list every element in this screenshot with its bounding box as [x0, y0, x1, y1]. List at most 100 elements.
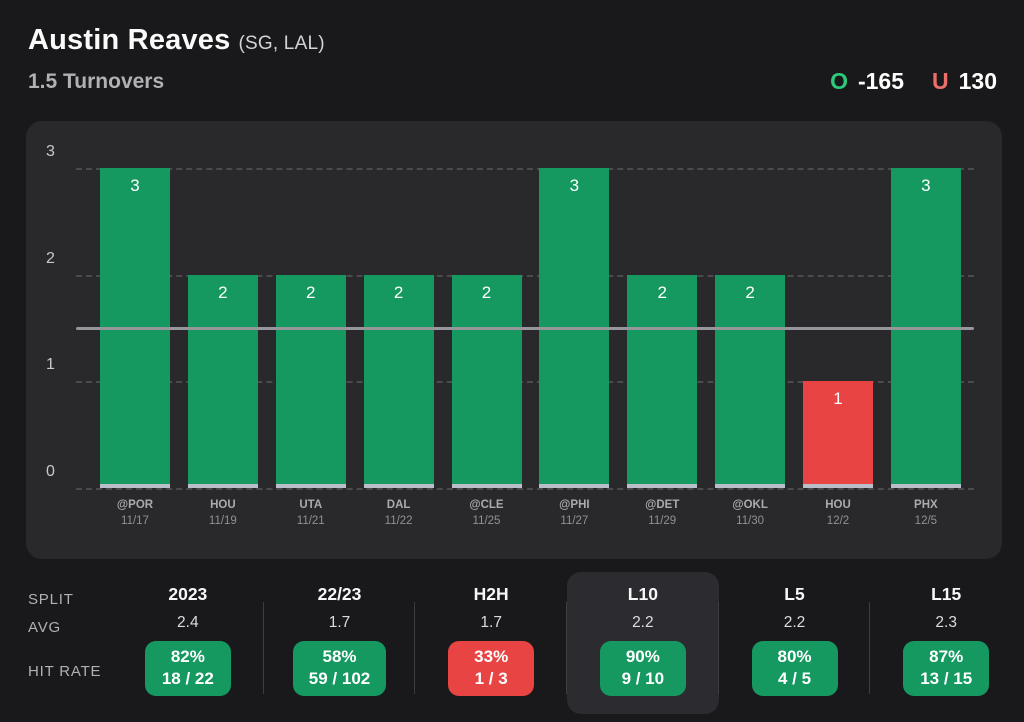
bar-slot-DAL-11-22: 2 DAL 11/22 [363, 168, 434, 527]
bar-slot-at-DET-11-29: 2 @DET 11/29 [627, 168, 698, 527]
gridline-1 [76, 381, 974, 384]
split-label: L10 [627, 583, 658, 604]
hit-rate-pill: 33% 1 / 3 [448, 641, 535, 696]
game-date-label: 12/2 [826, 515, 850, 528]
game-bar[interactable]: 2 [627, 275, 698, 488]
bar-value-label: 2 [657, 283, 667, 302]
bar-value-label: 3 [921, 176, 931, 195]
bar-value-label: 2 [306, 283, 316, 302]
hit-rate-fraction: 9 / 10 [621, 669, 665, 689]
plot-area: 3 @POR 11/17 2 HOU 11/19 2 UTA 11/21 2 DAL 11/22 2 @C… [26, 121, 1002, 559]
hit-rate-pill: 87% 13 / 15 [903, 641, 990, 696]
row-label-avg: AVG [28, 618, 61, 636]
split-avg-value: 1.7 [480, 614, 502, 631]
column-divider [717, 602, 719, 694]
gridline-0 [76, 488, 974, 490]
chart-panel: 3 @POR 11/17 2 HOU 11/19 2 UTA 11/21 2 DAL 11/22 2 @C… [26, 121, 1002, 559]
split-tab-l15[interactable]: L15 2.3 87% 13 / 15 [870, 572, 1022, 714]
hit-rate-percent: 87% [929, 647, 964, 666]
header: Austin Reaves (SG, LAL) 1.5 Turnovers O -… [28, 24, 997, 94]
bar-baseline-strip [275, 484, 346, 488]
opponent-label: @OKL [732, 499, 768, 511]
row-label-hit-rate: HIT RATE [28, 662, 102, 680]
gridline-2 [76, 274, 974, 277]
x-axis-label: @DET 11/29 [645, 497, 679, 529]
player-name: Austin Reaves [28, 24, 231, 56]
x-axis-label: PHX 12/5 [914, 497, 938, 529]
game-bar[interactable]: 2 [451, 275, 522, 488]
split-tab-l10[interactable]: L10 2.2 90% 9 / 10 [567, 572, 719, 714]
game-bar[interactable]: 2 [275, 275, 346, 488]
game-date-label: 11/27 [560, 515, 589, 528]
opponent-label: HOU [210, 499, 236, 511]
under-odds-button[interactable]: U 130 [932, 68, 997, 95]
hit-rate-percent: 80% [777, 647, 812, 666]
game-date-label: 11/22 [384, 515, 413, 528]
bar-slot-HOU-11-19: 2 HOU 11/19 [187, 168, 258, 527]
x-axis-label: @OKL 11/30 [732, 497, 768, 529]
game-bar[interactable]: 2 [187, 275, 258, 488]
over-odds-value: -165 [857, 68, 904, 94]
split-tab-l5[interactable]: L5 2.2 80% 4 / 5 [719, 572, 871, 714]
player-name-line: Austin Reaves (SG, LAL) [28, 24, 997, 57]
splits-section: SPLIT AVG HIT RATE 2023 2.4 82% 18 / 22 22/2… [0, 572, 1022, 714]
split-avg-value: 2.3 [935, 614, 957, 631]
hit-rate-percent: 82% [170, 647, 205, 666]
split-avg-value: 2.2 [783, 614, 806, 631]
game-bar[interactable]: 2 [715, 275, 786, 488]
over-icon: O [830, 68, 848, 94]
bar-baseline-strip [803, 484, 873, 488]
bar-baseline-strip [539, 484, 610, 488]
bar-value-label: 2 [393, 283, 404, 302]
x-axis-label: @POR 11/17 [117, 497, 153, 529]
game-date-label: 11/30 [736, 515, 765, 528]
x-axis-label: @CLE 11/25 [469, 497, 503, 529]
bar-slot-UTA-11-21: 2 UTA 11/21 [275, 168, 346, 527]
column-divider [262, 602, 264, 694]
hit-rate-pill: 80% 4 / 5 [751, 641, 838, 696]
bar-slot-HOU-12-2: 1 HOU 12/2 [803, 168, 873, 527]
split-label: 22/23 [317, 583, 362, 604]
split-avg-value: 1.7 [328, 614, 351, 631]
under-odds-value: 130 [958, 68, 997, 94]
bar-baseline-strip [363, 484, 434, 488]
bar-value-label: 3 [130, 176, 140, 195]
split-tab-h2h[interactable]: H2H 1.7 33% 1 / 3 [415, 572, 568, 714]
y-tick-2: 2 [46, 249, 55, 267]
x-axis-label: HOU 12/2 [825, 497, 851, 529]
opponent-label: @DET [645, 499, 680, 511]
split-label: 2023 [168, 583, 208, 604]
hit-rate-pill: 90% 9 / 10 [599, 641, 686, 696]
bar-value-label: 1 [833, 389, 843, 408]
bar-value-label: 3 [569, 176, 580, 195]
hit-rate-pill: 82% 18 / 22 [144, 641, 231, 696]
hit-rate-percent: 58% [322, 647, 357, 666]
game-bar[interactable]: 2 [363, 275, 434, 488]
bar-value-label: 2 [481, 283, 492, 302]
split-avg-value: 2.2 [632, 614, 654, 631]
hit-rate-fraction: 13 / 15 [920, 669, 973, 689]
odds-row: O -165 U 130 [830, 68, 997, 95]
split-row-labels: SPLIT AVG HIT RATE [0, 572, 112, 714]
bar-baseline-strip [451, 484, 522, 488]
opponent-label: HOU [825, 499, 851, 511]
game-bar[interactable]: 1 [803, 381, 873, 488]
column-divider [869, 602, 871, 694]
game-date-label: 12/5 [914, 515, 938, 528]
split-tab-2023[interactable]: 2023 2.4 82% 18 / 22 [112, 572, 264, 714]
game-date-label: 11/25 [472, 515, 501, 528]
opponent-label: @CLE [469, 499, 504, 511]
over-odds-button[interactable]: O -165 [830, 68, 904, 95]
split-avg-value: 2.4 [177, 614, 199, 631]
split-label: H2H [473, 583, 509, 604]
opponent-label: PHX [914, 499, 938, 511]
split-tab-22-23[interactable]: 22/23 1.7 58% 59 / 102 [264, 572, 416, 714]
split-label: L5 [784, 583, 805, 604]
under-icon: U [932, 68, 949, 94]
player-position-team: (SG, LAL) [238, 33, 325, 54]
bar-slot-at-CLE-11-25: 2 @CLE 11/25 [451, 168, 522, 527]
x-axis-label: HOU 11/19 [209, 497, 237, 529]
y-tick-1: 1 [46, 356, 55, 374]
prop-line: 1.5 Turnovers [28, 70, 165, 93]
game-date-label: 11/19 [208, 515, 237, 528]
